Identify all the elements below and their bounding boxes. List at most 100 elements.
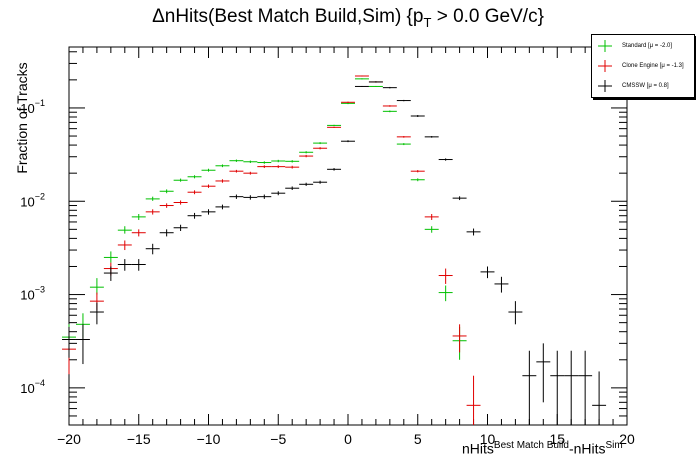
- data-point: [578, 350, 593, 425]
- data-point: [354, 85, 369, 87]
- data-point: [131, 259, 146, 271]
- legend-marker-clone-engine: [598, 60, 612, 72]
- y-tick-label: 10−4: [20, 378, 45, 396]
- data-point: [201, 209, 216, 215]
- x-tick-label: 15: [549, 431, 565, 447]
- y-tick-base: 10: [20, 381, 34, 396]
- data-point: [243, 160, 258, 164]
- data-point: [327, 168, 342, 171]
- data-point: [285, 165, 300, 169]
- data-point: [396, 99, 411, 102]
- data-point: [313, 147, 328, 150]
- y-axis-label: Fraction of Tracks: [14, 62, 30, 174]
- data-point: [159, 229, 174, 237]
- legend: Standard [μ = -2.0] Clone Engine [μ = -1…: [591, 34, 695, 98]
- data-point: [522, 350, 537, 425]
- data-point: [438, 268, 453, 284]
- data-point: [187, 212, 202, 219]
- title-tail: > 0.0 GeV/c}: [431, 6, 544, 27]
- x-tick-label: 5: [414, 431, 422, 447]
- x-tick-label: 0: [344, 431, 352, 447]
- data-point: [187, 175, 202, 179]
- data-point: [354, 75, 369, 77]
- y-tick-exponent: −1: [35, 98, 45, 108]
- data-point: [313, 142, 328, 145]
- data-point: [354, 78, 369, 80]
- data-point: [117, 259, 132, 271]
- data-point: [201, 184, 216, 188]
- data-point: [159, 189, 174, 194]
- data-point: [271, 191, 286, 196]
- data-point: [285, 186, 300, 191]
- data-point: [89, 302, 104, 325]
- data-point: [299, 151, 314, 154]
- legend-label-clone-engine: Clone Engine [μ = -1.3]: [622, 63, 684, 69]
- data-point: [327, 126, 342, 128]
- data-point: [159, 203, 174, 208]
- legend-label-cmssw: CMSSW [μ = 0.8]: [622, 83, 669, 89]
- data-point: [117, 226, 132, 234]
- data-point: [299, 154, 314, 158]
- data-point: [480, 266, 495, 279]
- data-point: [341, 101, 355, 103]
- data-point: [215, 204, 230, 210]
- data-point: [410, 178, 425, 182]
- x-tick-label: −20: [57, 431, 81, 447]
- data-point: [215, 179, 230, 183]
- y-tick-base: 10: [20, 288, 34, 303]
- data-point: [229, 159, 244, 162]
- legend-marker-standard: [598, 40, 612, 52]
- title-main: ΔnHits(Best Match Build,Sim) {p: [152, 6, 424, 27]
- data-point: [396, 143, 411, 146]
- legend-marker-cmssw: [598, 80, 612, 92]
- data-point: [438, 285, 453, 302]
- data-marks: [62, 75, 607, 425]
- data-point: [424, 136, 439, 138]
- data-point: [536, 343, 551, 403]
- legend-entry-cmssw: CMSSW [μ = 0.8]: [596, 79, 692, 93]
- data-point: [285, 160, 300, 163]
- data-point: [243, 171, 258, 175]
- data-point: [368, 85, 383, 87]
- data-point: [396, 136, 411, 138]
- legend-entry-clone-engine: Clone Engine [μ = -1.3]: [596, 59, 692, 73]
- data-point: [299, 182, 314, 186]
- y-tick-base: 10: [20, 101, 34, 116]
- data-point: [592, 371, 607, 425]
- data-point: [173, 178, 188, 182]
- x-tick-label: 20: [619, 431, 635, 447]
- y-tick-exponent: −2: [35, 191, 45, 201]
- x-tick-label: −10: [197, 431, 221, 447]
- data-point: [117, 240, 132, 251]
- data-point: [382, 110, 397, 113]
- x-axis-label: nHitsBest Match Build-nHitsSim: [462, 440, 623, 457]
- y-tick-label: 10−2: [20, 191, 45, 209]
- data-point: [145, 243, 160, 255]
- data-point: [131, 214, 146, 220]
- data-point: [201, 168, 216, 172]
- x-tick-label: 10: [480, 431, 496, 447]
- data-point: [424, 214, 439, 220]
- data-point: [452, 324, 467, 353]
- legend-label-standard: Standard [μ = -2.0]: [622, 43, 672, 49]
- title-subscript: T: [423, 14, 432, 30]
- data-point: [103, 266, 118, 281]
- data-point: [466, 375, 481, 425]
- x-tick-label: −15: [127, 431, 151, 447]
- data-point: [313, 180, 328, 184]
- data-point: [103, 251, 118, 263]
- y-tick-base: 10: [20, 194, 34, 209]
- y-tick-exponent: −3: [35, 285, 45, 295]
- data-point: [229, 194, 244, 199]
- data-point: [89, 278, 104, 295]
- x-tick-label: −5: [270, 431, 286, 447]
- xlabel-sup-build: Best Match Build: [493, 440, 569, 451]
- y-tick-label: 10−1: [20, 98, 45, 116]
- y-tick-label: 10−3: [20, 285, 45, 303]
- data-point: [550, 350, 565, 425]
- xlabel-sup-sim: Sim: [605, 440, 623, 451]
- data-point: [452, 196, 467, 201]
- data-point: [243, 195, 258, 200]
- data-point: [145, 196, 160, 201]
